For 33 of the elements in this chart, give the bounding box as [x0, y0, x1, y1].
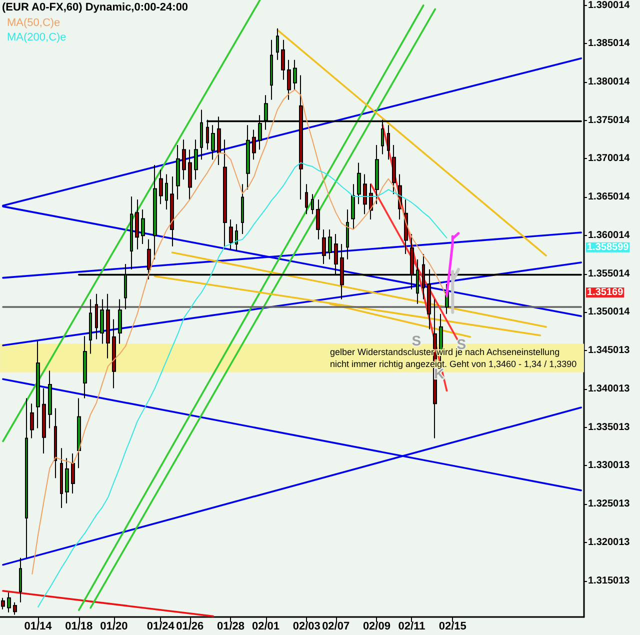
y-tick-label: 1.370014	[588, 153, 630, 164]
x-tick-label: 02/09	[362, 620, 390, 632]
y-tick-label: 1.360014	[588, 230, 630, 241]
y-tick-label: 1.380014	[588, 76, 630, 88]
y-tick-label: 1.390014	[588, 0, 630, 11]
x-tick-label: 02/01	[252, 620, 280, 632]
y-tick-label: 1.340013	[588, 383, 630, 394]
text: MA(200,C)e	[7, 32, 66, 44]
x-tick-label: 01/26	[176, 620, 204, 632]
x-tick-label: 01/28	[216, 620, 244, 632]
text: 1.35169	[587, 286, 624, 298]
x-tick-label: 02/03	[292, 620, 320, 632]
y-tick-label: 1.345013	[588, 345, 630, 356]
x-tick-label: 01/24	[146, 620, 176, 632]
y-tick-label: 1.315013	[588, 575, 630, 586]
y-tick-label: 1.350014	[588, 306, 630, 318]
x-tick-label: 02/15	[438, 620, 466, 632]
y-tick-label: 1.325013	[588, 498, 630, 510]
x-tick-label: 01/18	[65, 620, 93, 632]
y-tick-label: 1.330013	[588, 460, 630, 472]
y-tick-label: 1.375014	[588, 114, 630, 126]
text: 1.358599	[587, 242, 630, 253]
x-tick-label: 02/11	[398, 620, 426, 632]
text: MA(50,C)e	[7, 17, 60, 29]
x-tick-label: 02/07	[322, 620, 350, 632]
y-tick-label: 1.335013	[588, 422, 630, 433]
x-tick-label: 01/14	[24, 620, 53, 632]
x-tick-label: 01/20	[100, 620, 128, 632]
y-tick-label: 1.385014	[588, 38, 630, 50]
chart-title: (EUR A0-FX,60) Dynamic,0:00-24:00	[2, 2, 188, 14]
y-tick-label: 1.355014	[588, 268, 630, 280]
y-tick-label: 1.365014	[588, 192, 630, 203]
y-tick-label: 1.320013	[588, 536, 630, 548]
